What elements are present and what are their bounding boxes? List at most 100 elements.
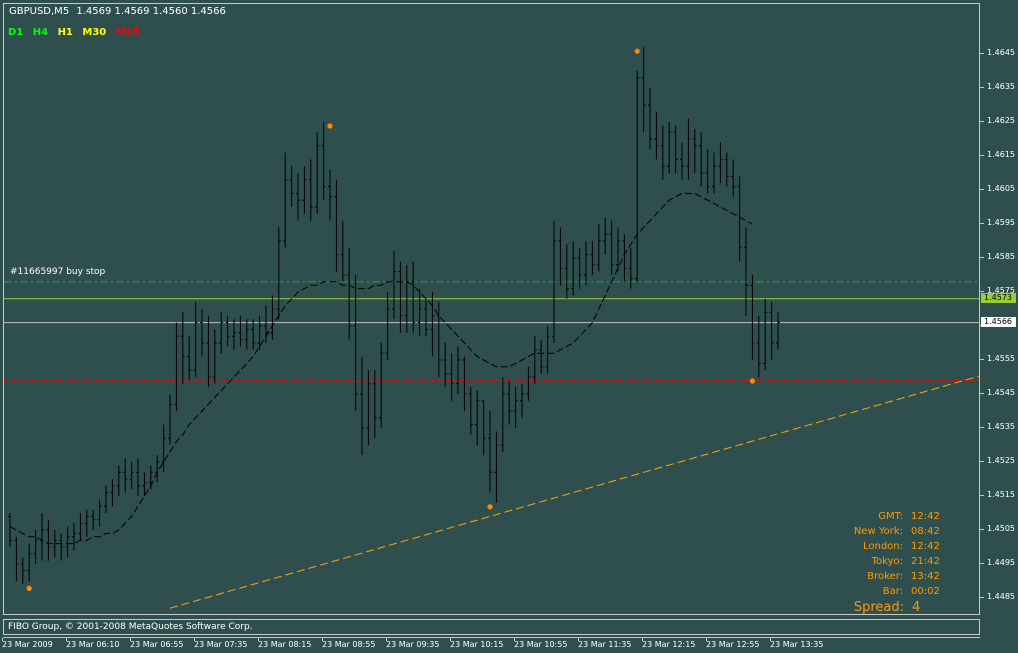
- ohlc-bar-shape: [116, 465, 121, 496]
- ohlc-bar-shape: [468, 387, 473, 435]
- ohlc-bar-shape: [545, 326, 550, 374]
- ohlc-bar: [264, 305, 268, 343]
- ohlc-bar: [14, 536, 19, 581]
- time-tick-mark: [258, 638, 259, 641]
- clock-row-tokyo: Tokyo: 21:42: [854, 554, 949, 569]
- ohlc-bar-shape: [430, 292, 435, 357]
- time-tick-label: 23 Mar 12:15: [642, 640, 696, 649]
- ohlc-bar: [33, 530, 38, 564]
- ohlc-bar-shape: [596, 224, 601, 272]
- ohlc-bar-shape: [411, 261, 416, 333]
- ohlc-bar-shape: [8, 513, 12, 547]
- chart-window[interactable]: GBPUSD,M5 1.4569 1.4569 1.4560 1.4566 D1…: [3, 3, 980, 615]
- ohlc-bar: [180, 312, 185, 384]
- price-tick-mark: [980, 87, 984, 88]
- ohlc-bar-shape: [33, 530, 38, 564]
- ohlc-bar: [763, 298, 768, 371]
- ohlc-bar-shape: [52, 530, 57, 558]
- ohlc-bar-shape: [577, 247, 582, 289]
- ohlc-bar: [104, 485, 108, 513]
- ohlc-bar: [78, 513, 83, 541]
- price-tick-label: 1.4505: [987, 524, 1015, 533]
- time-tick-label: 23 Mar 06:55: [130, 640, 184, 649]
- price-tick-label: 1.4545: [987, 388, 1015, 397]
- ohlc-bar-shape: [385, 292, 390, 360]
- ohlc-bar: [584, 241, 588, 286]
- ohlc-bar-shape: [590, 241, 595, 275]
- ohlc-bar: [392, 251, 396, 320]
- time-tick-label: 23 Mar 10:15: [450, 640, 504, 649]
- ohlc-bar: [20, 557, 25, 585]
- ohlc-bar: [148, 465, 153, 490]
- ohlc-bar-shape: [705, 149, 710, 194]
- clock-value: 12:42: [911, 511, 940, 522]
- ohlc-bar-shape: [500, 377, 505, 452]
- price-tick-mark: [980, 189, 984, 190]
- ohlc-bar-shape: [372, 370, 377, 439]
- clock-value: 00:02: [911, 586, 940, 597]
- ohlc-bar: [219, 312, 224, 354]
- ohlc-bar: [673, 125, 678, 173]
- price-tick-label: 1.4585: [987, 252, 1015, 261]
- price-tick-label: 1.4535: [987, 422, 1015, 431]
- ohlc-bar: [417, 288, 422, 337]
- ohlc-bar-shape: [302, 166, 307, 214]
- ohlc-bar-shape: [72, 523, 76, 551]
- ohlc-bar-shape: [321, 122, 326, 201]
- ohlc-bar-shape: [315, 132, 320, 214]
- ohlc-bar-shape: [616, 227, 620, 272]
- price-tick-label: 1.4605: [987, 184, 1015, 193]
- ohlc-bar: [360, 356, 364, 456]
- ohlc-bar: [513, 387, 518, 428]
- bid-price-tag: 1.4566: [981, 316, 1016, 327]
- ohlc-bar: [84, 509, 89, 537]
- time-scale[interactable]: 23 Mar 2009 23 Mar 06:10 23 Mar 06:55 23 Ma…: [0, 638, 1018, 653]
- ohlc-bar-shape: [609, 220, 614, 275]
- ohlc-bar: [424, 298, 428, 337]
- fractal-marker: [749, 378, 756, 384]
- ohlc-bar: [168, 394, 172, 445]
- ohlc-bar: [8, 513, 12, 547]
- price-tick-label: 1.4555: [987, 354, 1015, 363]
- ohlc-bar: [232, 319, 236, 350]
- price-chart[interactable]: [4, 4, 980, 615]
- ohlc-bar: [46, 519, 51, 561]
- ohlc-bar: [129, 462, 134, 490]
- ohlc-bar-shape: [564, 244, 569, 299]
- price-tick-mark: [980, 597, 984, 598]
- ohlc-bar-shape: [110, 479, 115, 507]
- ohlc-bar-shape: [283, 152, 288, 248]
- ohlc-bar-shape: [539, 339, 544, 374]
- fractal-marker: [26, 585, 32, 592]
- ohlc-bar: [110, 479, 115, 507]
- price-tick-label: 1.4495: [987, 558, 1015, 567]
- ohlc-bar: [289, 166, 294, 207]
- price-scale[interactable]: 1.4645 1.4635 1.4625 1.4615 1.4605 1.4595 1.45…: [980, 3, 1018, 615]
- clock-row-broker: Broker: 13:42: [854, 569, 949, 584]
- ohlc-bar: [667, 122, 672, 173]
- ohlc-bar: [616, 227, 620, 272]
- ohlc-bar-shape: [667, 122, 672, 173]
- time-tick-label: 23 Mar 13:35: [770, 640, 824, 649]
- ohlc-bar-shape: [750, 275, 755, 360]
- clock-label: Tokyo:: [871, 556, 903, 567]
- ohlc-bar-shape: [603, 217, 608, 255]
- ohlc-bar: [552, 220, 556, 343]
- pending-order-label[interactable]: #11665997 buy stop: [10, 267, 106, 277]
- time-tick-label: 23 Mar 09:35: [386, 640, 440, 649]
- ohlc-bar: [334, 179, 339, 272]
- ohlc-bar-shape: [648, 88, 652, 150]
- ohlc-bar-shape: [392, 251, 396, 320]
- ohlc-bar: [212, 329, 217, 384]
- ohlc-bar-shape: [776, 312, 780, 350]
- ohlc-bar-shape: [641, 47, 646, 133]
- ohlc-bar-shape: [129, 462, 134, 490]
- time-tick-mark: [386, 638, 387, 641]
- ohlc-bar: [206, 315, 211, 388]
- ohlc-bar: [328, 169, 332, 221]
- ohlc-bar-shape: [686, 118, 691, 180]
- ohlc-bar: [744, 227, 748, 316]
- ohlc-bar-shape: [84, 509, 89, 537]
- timeframe-m30: M30: [82, 27, 107, 38]
- ohlc-bar-shape: [353, 275, 358, 411]
